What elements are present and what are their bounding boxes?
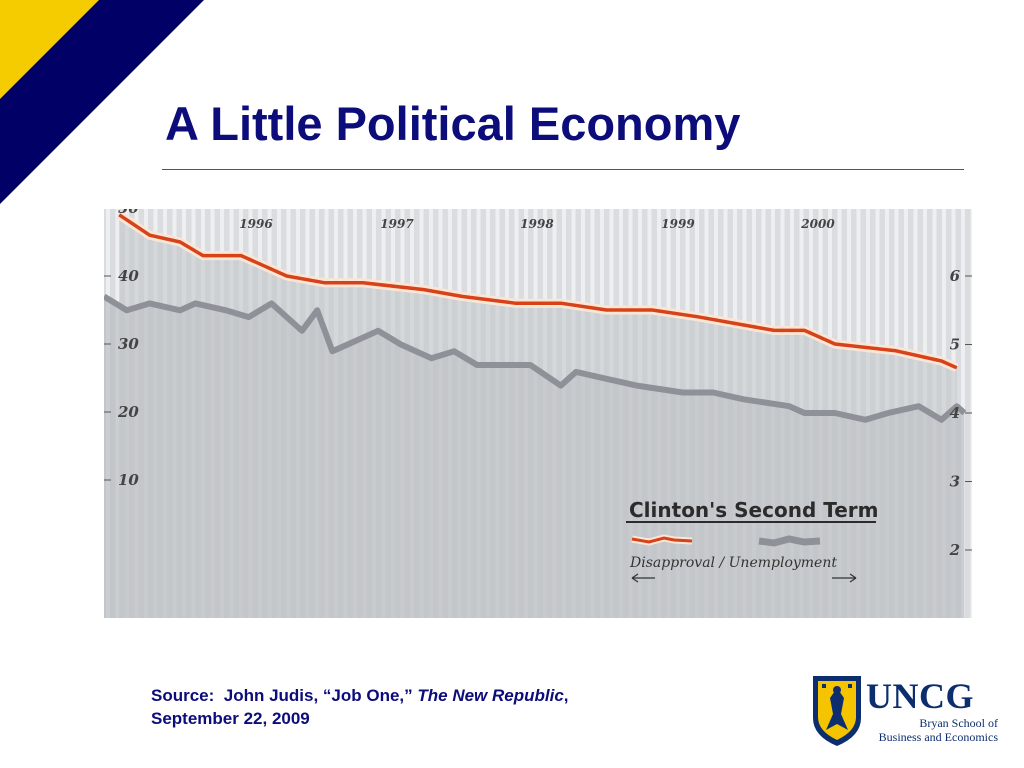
title-divider	[162, 169, 964, 170]
chart-plot: 1996 1997 1998 1999 2000 50 40 30 20 10 6 5 4 3 2 Cl…	[104, 209, 972, 618]
legend-label: Disapproval / Unemployment	[629, 555, 837, 571]
chart-legend: Clinton's Second Term Disapproval / Unem…	[626, 498, 879, 583]
legend-disapproval-swatch	[631, 536, 693, 544]
source-date: September 22, 2009	[151, 709, 310, 728]
left-tick-label: 20	[117, 403, 139, 421]
legend-left-arrow	[631, 573, 655, 583]
source-citation: Source: John Judis, “Job One,” The New R…	[151, 684, 569, 730]
legend-right-arrow	[832, 573, 857, 583]
right-tick-label: 6	[950, 267, 961, 285]
year-labels: 1996 1997 1998 1999 2000	[239, 217, 835, 231]
source-prefix: Source: John Judis, “Job One,”	[151, 686, 418, 705]
corner-navy-triangle	[0, 0, 204, 204]
right-tick-label: 2	[949, 541, 960, 559]
left-tick-label: 50	[118, 209, 139, 217]
source-line-1: Source: John Judis, “Job One,” The New R…	[151, 684, 569, 707]
year-label-1998: 1998	[520, 217, 554, 231]
source-publication: The New Republic	[417, 686, 564, 705]
left-axis: 50 40 30 20 10	[104, 209, 139, 489]
disapproval-area	[119, 214, 957, 618]
year-label-1999: 1999	[661, 217, 695, 231]
year-label-1997: 1997	[380, 217, 414, 231]
year-label-2000: 2000	[800, 217, 835, 231]
year-label-1996: 1996	[239, 217, 273, 231]
right-tick-label: 5	[950, 336, 960, 354]
source-suffix: ,	[563, 686, 569, 705]
logo-wordmark: UNCG	[866, 676, 974, 716]
chart: 1996 1997 1998 1999 2000 50 40 30 20 10 6 5 4 3 2 Cl…	[104, 209, 972, 618]
logo-school-line-2: Business and Economics	[878, 730, 998, 744]
logo-school-name: Bryan School of Business and Economics	[879, 716, 998, 744]
uncg-logo: UNCG Bryan School of Business and Econom…	[810, 672, 1010, 748]
logo-shield-icon	[813, 676, 861, 746]
right-axis: 6 5 4 3 2	[949, 267, 972, 559]
slide-title: A Little Political Economy	[165, 97, 741, 150]
disapproval-line	[118, 213, 958, 370]
unemployment-band	[104, 293, 967, 423]
corner-gold-triangle	[0, 0, 99, 99]
left-tick-label: 40	[118, 267, 139, 285]
left-tick-label: 10	[118, 471, 139, 489]
right-tick-label: 4	[950, 404, 960, 422]
logo-school-line-1: Bryan School of	[919, 716, 998, 730]
right-tick-label: 3	[950, 473, 960, 491]
left-tick-label: 30	[118, 335, 139, 353]
legend-unemployment-swatch	[758, 535, 821, 547]
corner-decoration	[0, 0, 204, 204]
chart-title: Clinton's Second Term	[629, 498, 879, 522]
